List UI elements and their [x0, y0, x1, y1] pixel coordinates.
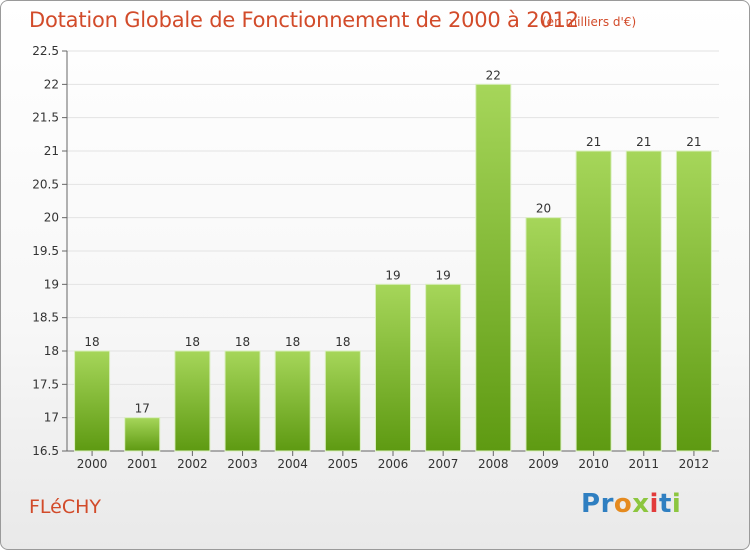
y-tick-label: 18.5 [32, 311, 59, 325]
bar [575, 150, 612, 452]
bar-value-label: 18 [285, 335, 300, 349]
bar-value-label: 21 [586, 135, 601, 149]
bar [324, 350, 361, 452]
logo-letter: t [658, 489, 672, 519]
y-tick-label: 22.5 [32, 44, 59, 58]
y-tick-label: 18 [44, 344, 59, 358]
y-tick-label: 17 [44, 411, 59, 425]
bar-value-label: 18 [185, 335, 200, 349]
logo-letter: r [600, 489, 614, 519]
logo-letter: i [671, 489, 682, 519]
y-tick-label: 21 [44, 144, 59, 158]
bar [224, 350, 261, 452]
bar-value-label: 21 [686, 135, 701, 149]
bar-value-label: 19 [385, 268, 400, 282]
y-tick-label: 20.5 [32, 177, 59, 191]
y-tick-label: 19 [44, 277, 59, 291]
bar [375, 283, 411, 452]
x-tick-label: 2006 [378, 457, 409, 471]
bar-value-label: 22 [486, 68, 501, 82]
logo-letter: o [613, 489, 633, 519]
bar [425, 283, 462, 452]
bar [625, 150, 662, 452]
chart-title: Dotation Globale de Fonctionnement de 20… [29, 8, 579, 32]
x-tick-label: 2002 [177, 457, 208, 471]
chart-subtitle: (en milliers d'€) [542, 15, 637, 29]
logo-letter: x [632, 489, 650, 519]
bar [274, 350, 311, 452]
bar-value-label: 17 [135, 402, 150, 416]
x-tick-label: 2001 [127, 457, 158, 471]
x-tick-label: 2004 [277, 457, 308, 471]
bar-value-label: 21 [636, 135, 651, 149]
bar-value-label: 18 [235, 335, 250, 349]
bar [124, 417, 161, 452]
y-tick-label: 16.5 [32, 444, 59, 458]
x-tick-label: 2009 [528, 457, 559, 471]
x-tick-label: 2008 [478, 457, 509, 471]
x-tick-label: 2005 [328, 457, 359, 471]
logo-letter: i [649, 489, 659, 519]
bar-value-label: 18 [335, 335, 350, 349]
y-tick-label: 21.5 [32, 111, 59, 125]
y-tick-label: 22 [44, 77, 59, 91]
y-tick-label: 17.5 [32, 377, 59, 391]
bar-value-label: 20 [536, 202, 551, 216]
bar-value-label: 19 [436, 268, 451, 282]
x-tick-label: 2003 [227, 457, 258, 471]
y-tick-label: 20 [44, 211, 59, 225]
logo-letter: P [581, 489, 601, 519]
bar [525, 217, 562, 452]
bar-value-label: 18 [84, 335, 99, 349]
x-tick-label: 2010 [578, 457, 609, 471]
commune-name: FLéCHY [29, 496, 102, 518]
x-tick-label: 2000 [77, 457, 108, 471]
x-tick-label: 2011 [628, 457, 659, 471]
bar [74, 350, 111, 452]
x-tick-label: 2007 [428, 457, 459, 471]
y-tick-label: 19.5 [32, 244, 59, 258]
x-tick-label: 2012 [679, 457, 710, 471]
bar [675, 150, 712, 452]
bar [475, 83, 512, 452]
proxiti-logo: Proxiti [581, 489, 681, 519]
bar [174, 350, 211, 452]
